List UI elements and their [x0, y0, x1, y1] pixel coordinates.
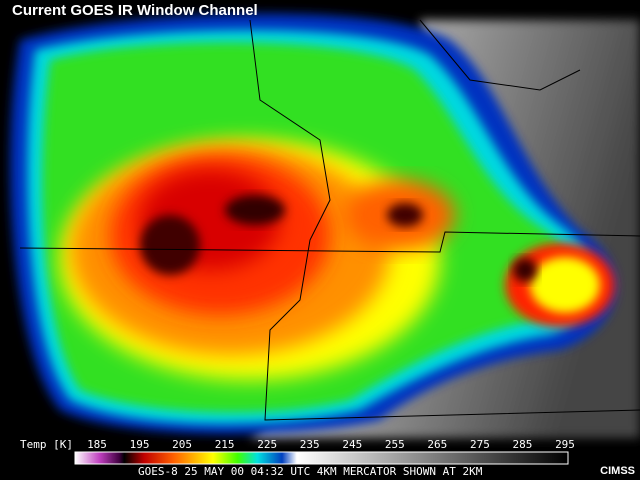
- satellite-image: [10, 13, 640, 438]
- title: Current GOES IR Window Channel: [12, 2, 258, 19]
- tick-label: 265: [427, 438, 447, 451]
- tick-label: 275: [470, 438, 490, 451]
- colorbar-ticks: 185 195 205 215 225 235 245 255 265 275 285 295: [87, 438, 575, 451]
- credit: CIMSS: [600, 465, 635, 477]
- tick-label: 215: [215, 438, 235, 451]
- tick-label: 195: [130, 438, 150, 451]
- tick-label: 255: [385, 438, 405, 451]
- tick-label: 235: [300, 438, 320, 451]
- caption: GOES-8 25 MAY 00 04:32 UTC 4KM MERCATOR …: [138, 465, 483, 478]
- tick-label: 285: [513, 438, 533, 451]
- colorbar-label: Temp [K]: [20, 438, 73, 451]
- tick-label: 295: [555, 438, 575, 451]
- tick-label: 185: [87, 438, 107, 451]
- colorbar: [74, 451, 569, 465]
- tick-label: 205: [172, 438, 192, 451]
- tick-label: 245: [342, 438, 362, 451]
- tick-label: 225: [257, 438, 277, 451]
